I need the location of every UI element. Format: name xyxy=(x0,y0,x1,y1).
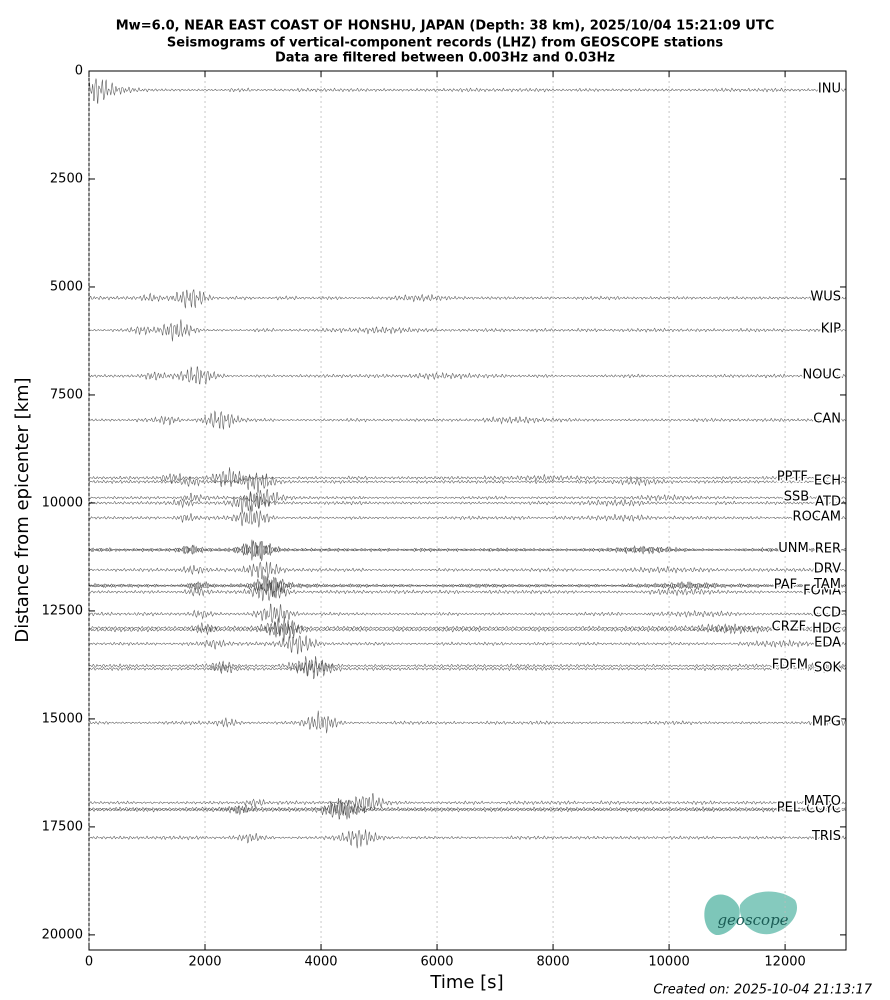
station-label: RER xyxy=(815,542,841,557)
seismogram xyxy=(88,603,847,624)
y-tick-label: 2500 xyxy=(50,171,83,186)
seismogram xyxy=(88,581,847,602)
station-label: PAF xyxy=(774,577,797,592)
x-tick-label: 4000 xyxy=(304,955,337,970)
seismogram xyxy=(88,366,847,385)
station-label: UNM xyxy=(778,541,808,556)
station-label: FDFM xyxy=(772,657,808,672)
footer: Created on: 2025-10-04 21:13:17 xyxy=(653,983,872,998)
logo: geoscope xyxy=(704,891,798,936)
chart-title: Mw=6.0, NEAR EAST COAST OF HONSHU, JAPAN… xyxy=(116,19,775,34)
x-tick-label: 12000 xyxy=(764,955,805,970)
traces xyxy=(88,77,847,849)
seismogram xyxy=(88,635,846,655)
logo-shape xyxy=(739,891,798,935)
chart-subtitle: Seismograms of vertical-component record… xyxy=(167,36,723,51)
chart-subtitle: Data are filtered between 0.003Hz and 0.… xyxy=(275,51,615,66)
station-label: EDA xyxy=(814,635,841,650)
seismogram xyxy=(88,492,847,514)
station-label: DRV xyxy=(814,561,841,576)
station-label: PEL xyxy=(777,800,801,815)
station-label: WUS xyxy=(810,289,841,304)
station-label: FOMA xyxy=(803,583,841,598)
station-label: SSB xyxy=(784,489,809,504)
seismogram xyxy=(88,472,847,494)
seismogram xyxy=(88,710,847,734)
y-tick-label: 10000 xyxy=(42,495,83,510)
y-tick-label: 20000 xyxy=(42,927,83,942)
seismogram xyxy=(88,77,847,104)
seismogram xyxy=(88,575,847,596)
station-label: NOUC xyxy=(802,367,841,382)
seismogram xyxy=(89,539,847,560)
station-label: MATO xyxy=(804,794,841,809)
station-label: TRIS xyxy=(811,829,841,844)
seismogram xyxy=(88,561,847,580)
station-label: CCD xyxy=(813,605,841,620)
seismogram xyxy=(88,505,846,528)
seismogram xyxy=(88,656,847,676)
station-label: COYC xyxy=(806,802,841,817)
seismogram xyxy=(88,829,846,849)
y-tick-label: 5000 xyxy=(50,279,83,294)
station-label: HDC xyxy=(812,621,841,636)
logo-shape xyxy=(704,894,740,936)
y-tick-label: 17500 xyxy=(42,819,83,834)
y-tick-label: 12500 xyxy=(42,603,83,618)
x-tick-label: 10000 xyxy=(648,955,689,970)
seismogram xyxy=(88,410,847,430)
station-label: PPTF xyxy=(777,469,808,484)
station-label: CAN xyxy=(813,412,841,427)
seismogram xyxy=(88,489,846,509)
station-label: SOK xyxy=(814,660,841,675)
x-tick-label: 6000 xyxy=(420,955,453,970)
seismogram xyxy=(88,798,847,820)
plot-frame xyxy=(88,70,847,951)
x-tick-label: 0 xyxy=(85,955,93,970)
station-label: ECH xyxy=(814,473,841,488)
station-label: ATD xyxy=(815,494,841,509)
seismogram xyxy=(88,659,847,680)
x-tick-label: 2000 xyxy=(188,955,221,970)
seismogram xyxy=(88,540,847,562)
seismogram xyxy=(88,467,846,487)
y-tick-label: 0 xyxy=(75,64,83,79)
station-label: KIP xyxy=(821,322,841,337)
y-tick-label: 7500 xyxy=(50,387,83,402)
seismogram xyxy=(89,289,847,309)
station-label: INU xyxy=(818,82,841,97)
station-label: ROCAM xyxy=(793,509,841,524)
seismogram xyxy=(88,616,847,638)
seismogram xyxy=(88,793,847,814)
seismogram xyxy=(88,620,847,643)
logo-text: geoscope xyxy=(717,911,788,929)
y-tick-label: 15000 xyxy=(42,711,83,726)
seismogram xyxy=(88,319,847,342)
x-tick-label: 8000 xyxy=(537,955,570,970)
x-axis-label: Time [s] xyxy=(429,972,503,993)
station-label: TAM xyxy=(813,577,841,592)
y-axis-label: Distance from epicenter [km] xyxy=(12,377,33,642)
station-label: CRZF xyxy=(772,619,807,634)
station-label: MPG xyxy=(812,714,841,729)
